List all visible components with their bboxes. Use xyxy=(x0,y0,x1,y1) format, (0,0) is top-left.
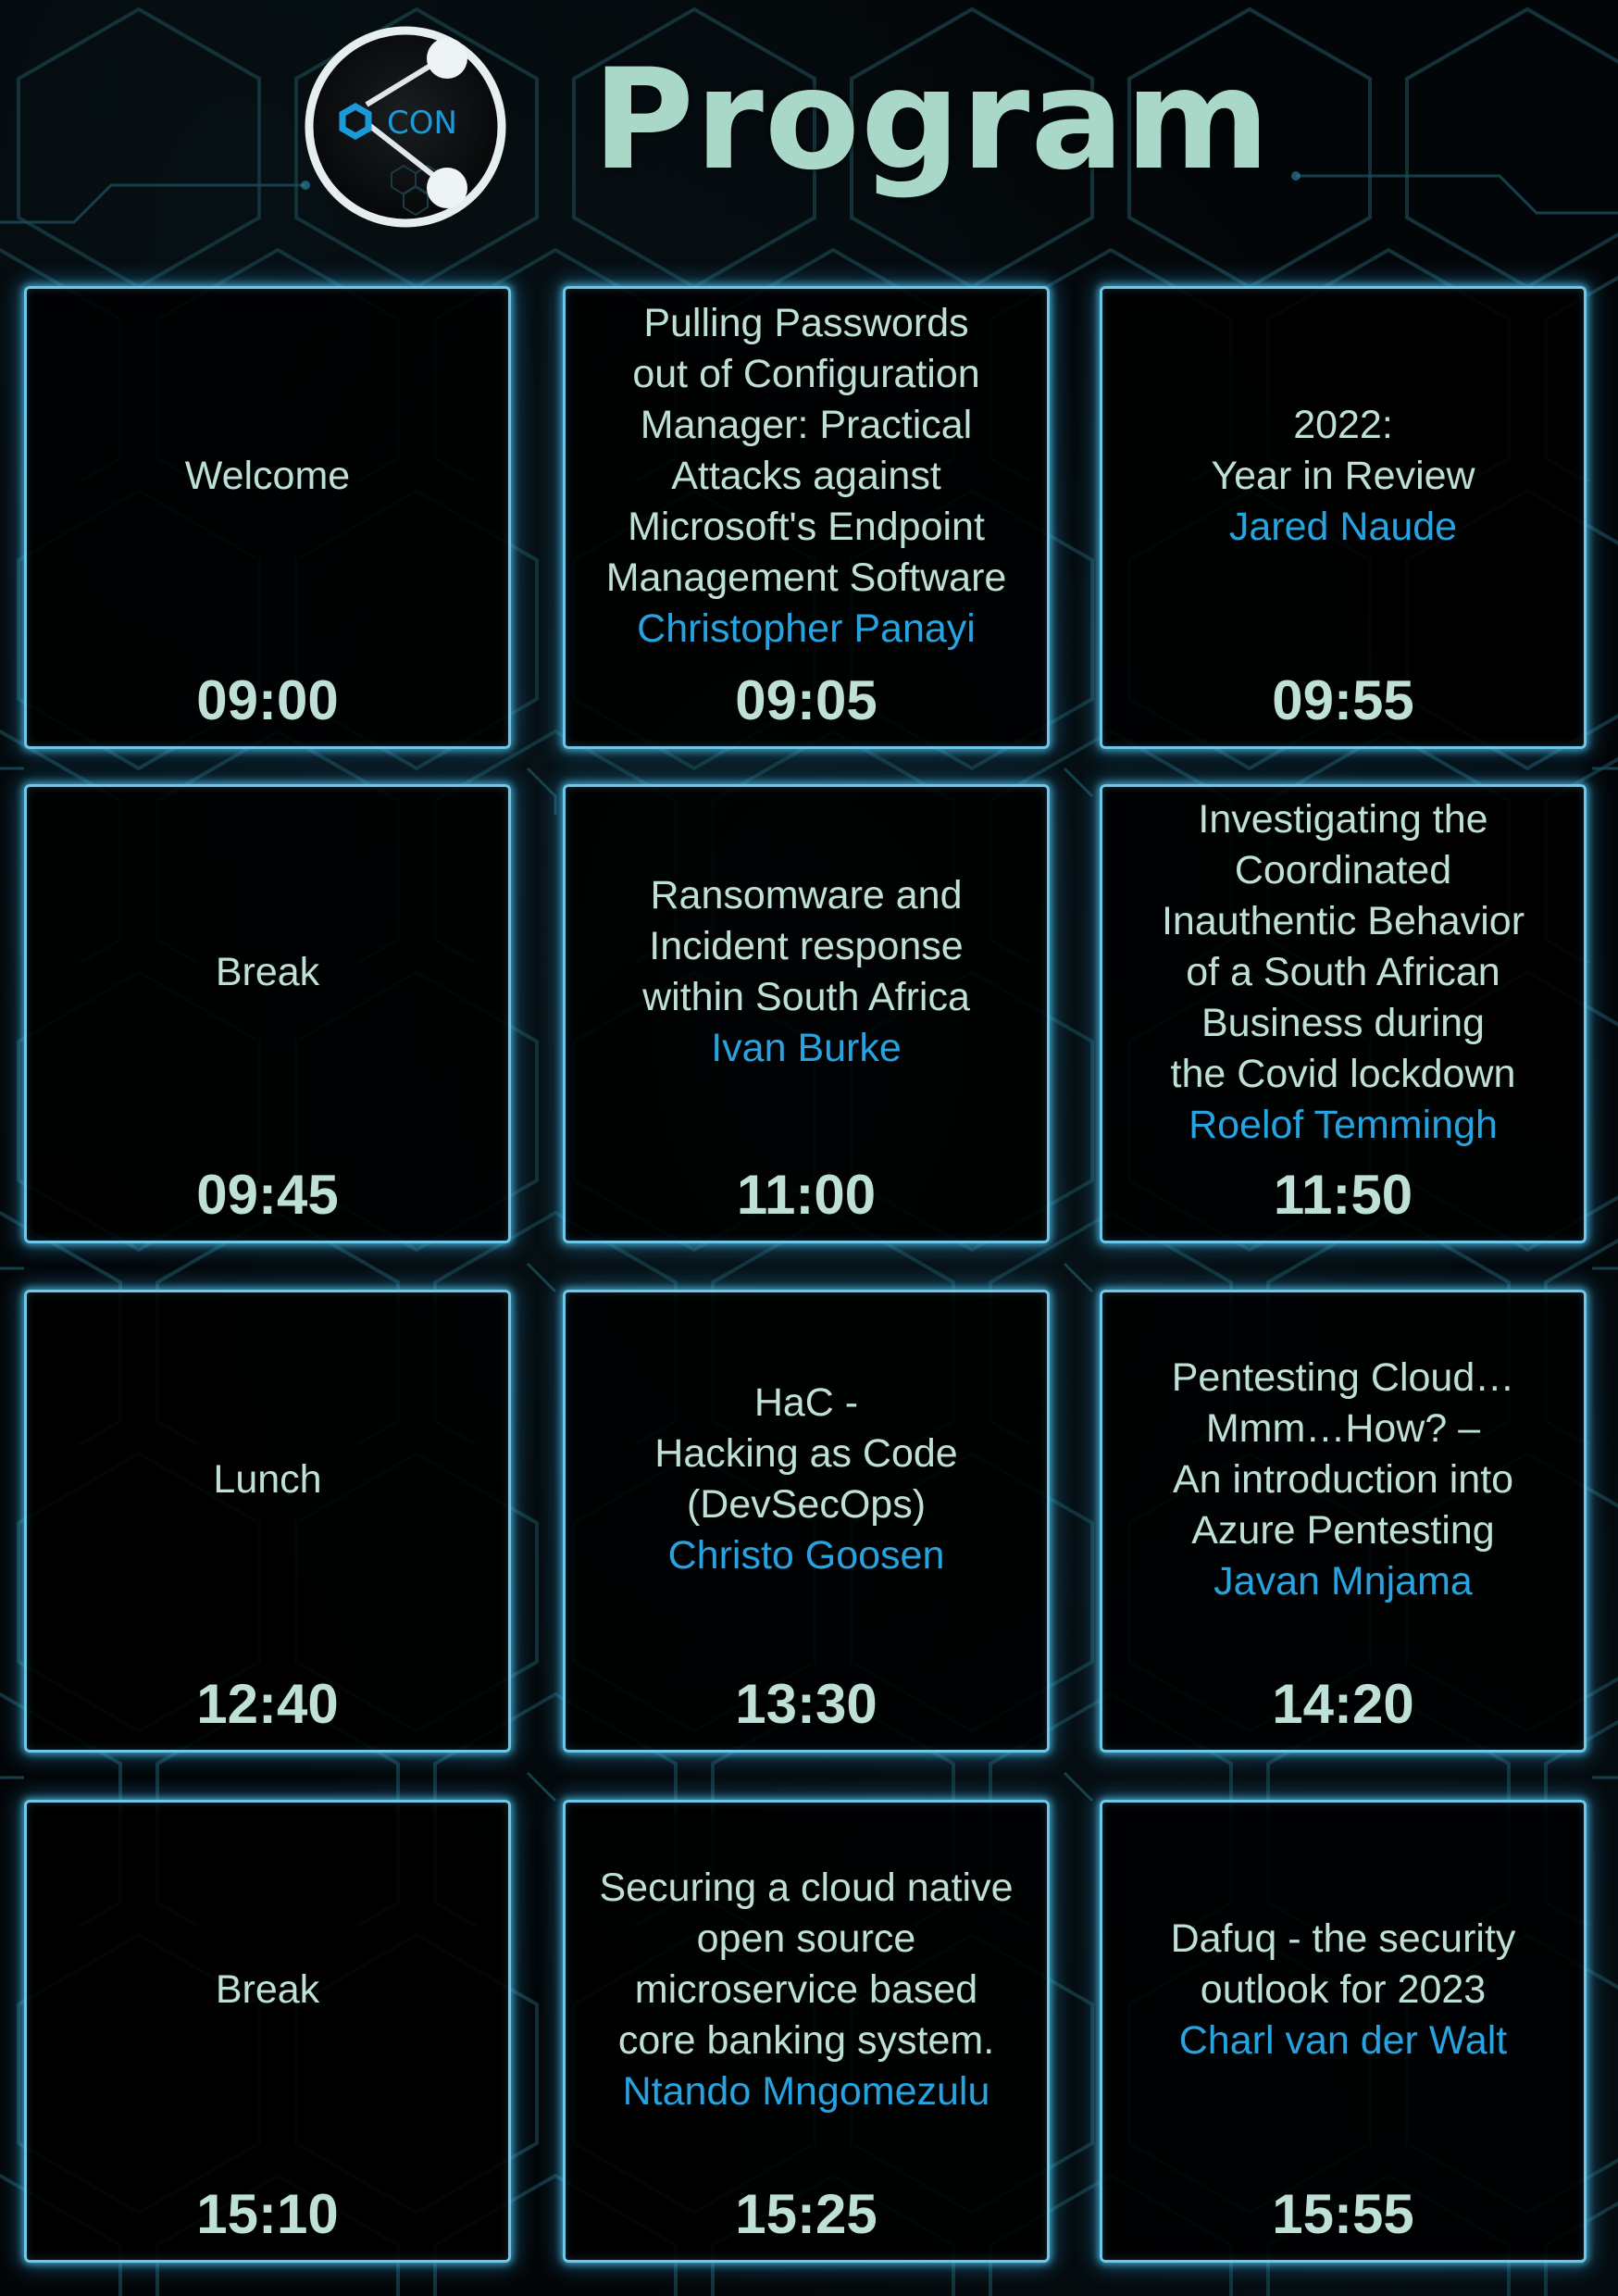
session-title: Dafuq - the security outlook for 2023 xyxy=(1170,1915,1516,2012)
logo-text: CON xyxy=(387,105,457,142)
session-time: 09:00 xyxy=(196,669,339,731)
session-title: Break xyxy=(215,949,320,994)
session-speaker: Ntando Mngomezulu xyxy=(622,2068,990,2114)
session-title: Investigating the Coordinated Inauthenti… xyxy=(1161,796,1525,1096)
session-title: 2022: Year in Review xyxy=(1211,402,1475,498)
session-time: 09:45 xyxy=(196,1164,339,1226)
session-title: Pulling Passwords out of Configuration M… xyxy=(605,300,1007,600)
session-title: Pentesting Cloud… Mmm…How? – An introduc… xyxy=(1171,1354,1515,1553)
session-title: HaC - Hacking as Code (DevSecOps) xyxy=(654,1380,958,1527)
session-card: Dafuq - the security outlook for 2023 Ch… xyxy=(1100,1800,1587,2263)
session-card: Pentesting Cloud… Mmm…How? – An introduc… xyxy=(1100,1290,1587,1753)
session-time: 09:55 xyxy=(1272,669,1414,731)
session-card: Lunch 12:40 xyxy=(24,1290,511,1753)
session-info: 2022: Year in Review Jared Naude xyxy=(1102,289,1584,663)
session-speaker: Charl van der Walt xyxy=(1178,2017,1508,2063)
session-card: 2022: Year in Review Jared Naude 09:55 xyxy=(1100,286,1587,749)
session-time: 15:55 xyxy=(1272,2183,1414,2245)
session-info: Lunch xyxy=(27,1292,508,1666)
session-speaker: Jared Naude xyxy=(1228,504,1458,549)
session-card: HaC - Hacking as Code (DevSecOps) Christ… xyxy=(563,1290,1050,1753)
session-title: Securing a cloud native open source micr… xyxy=(599,1865,1014,2063)
session-time: 13:30 xyxy=(735,1673,877,1735)
session-card: Break 09:45 xyxy=(24,784,511,1243)
session-speaker: Christopher Panayi xyxy=(637,605,976,651)
session-speaker: Roelof Temmingh xyxy=(1189,1102,1498,1147)
session-info: Pentesting Cloud… Mmm…How? – An introduc… xyxy=(1102,1292,1584,1666)
session-info: Break xyxy=(27,787,508,1157)
session-speaker: Javan Mnjama xyxy=(1214,1558,1473,1603)
header: CON Program xyxy=(0,0,1618,268)
session-speaker: Christo Goosen xyxy=(667,1533,945,1578)
session-time: 11:00 xyxy=(736,1164,877,1226)
session-info: HaC - Hacking as Code (DevSecOps) Christ… xyxy=(566,1292,1047,1666)
session-card: Pulling Passwords out of Configuration M… xyxy=(563,286,1050,749)
session-card: Welcome 09:00 xyxy=(24,286,511,749)
page-title: Program xyxy=(592,40,1271,201)
session-info: Pulling Passwords out of Configuration M… xyxy=(566,289,1047,663)
session-title: Welcome xyxy=(184,453,351,498)
session-info: Dafuq - the security outlook for 2023 Ch… xyxy=(1102,1803,1584,2177)
session-time: 11:50 xyxy=(1273,1164,1413,1226)
session-info: Investigating the Coordinated Inauthenti… xyxy=(1102,787,1584,1157)
session-time: 09:05 xyxy=(735,669,877,731)
session-info: Securing a cloud native open source micr… xyxy=(566,1803,1047,2177)
session-card: Break 15:10 xyxy=(24,1800,511,2263)
session-card: Ransomware and Incident response within … xyxy=(563,784,1050,1243)
session-title: Ransomware and Incident response within … xyxy=(642,873,970,1019)
session-info: Break xyxy=(27,1803,508,2177)
session-info: Welcome xyxy=(27,289,508,663)
session-info: Ransomware and Incident response within … xyxy=(566,787,1047,1157)
session-title: Break xyxy=(215,1966,320,2012)
session-time: 12:40 xyxy=(196,1673,339,1735)
session-time: 15:25 xyxy=(735,2183,877,2245)
session-speaker: Ivan Burke xyxy=(711,1026,902,1070)
session-title: Lunch xyxy=(213,1456,322,1502)
session-card: Investigating the Coordinated Inauthenti… xyxy=(1100,784,1587,1243)
session-card: Securing a cloud native open source micr… xyxy=(563,1800,1050,2263)
con-logo: CON xyxy=(305,26,506,228)
session-time: 15:10 xyxy=(196,2183,339,2245)
session-time: 14:20 xyxy=(1272,1673,1414,1735)
